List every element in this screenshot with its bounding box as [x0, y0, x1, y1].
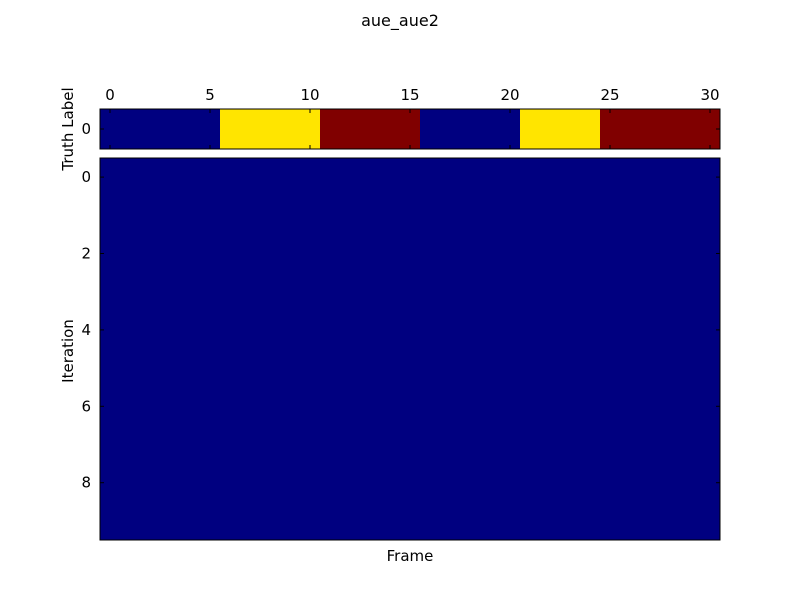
- iteration-y-tick-label-4: 8: [81, 474, 91, 492]
- truth-x-tick-label-6: 30: [700, 86, 719, 104]
- truth-segment-5: [600, 109, 720, 149]
- truth-x-tick-label-2: 10: [300, 86, 319, 104]
- truth-segment-4: [520, 109, 600, 149]
- truth-y-tick-label-0: 0: [81, 120, 91, 138]
- chart-title: aue_aue2: [361, 11, 439, 31]
- truth-x-tick-label-3: 15: [400, 86, 419, 104]
- truth-label-ylabel: Truth Label: [59, 87, 77, 171]
- iteration-axes-frame: [99, 157, 721, 541]
- truth-x-tick-label-4: 20: [500, 86, 519, 104]
- iteration-y-tick-label-2: 4: [81, 321, 91, 339]
- iteration-y-tick-label-3: 6: [81, 397, 91, 415]
- frame-xlabel: Frame: [387, 547, 434, 565]
- iteration-heatmap-fill: [100, 158, 720, 540]
- truth-x-tick-label-5: 25: [600, 86, 619, 104]
- truth-x-tick-label-1: 5: [205, 86, 215, 104]
- iteration-y-tick-label-0: 0: [81, 168, 91, 186]
- truth-segment-3: [420, 109, 520, 149]
- iteration-ylabel: Iteration: [59, 319, 77, 383]
- iteration-y-tick-label-1: 2: [81, 245, 91, 263]
- truth-segment-1: [220, 109, 320, 149]
- truth-segment-2: [320, 109, 420, 149]
- truth-segment-0: [100, 109, 220, 149]
- truth-x-tick-label-0: 0: [105, 86, 115, 104]
